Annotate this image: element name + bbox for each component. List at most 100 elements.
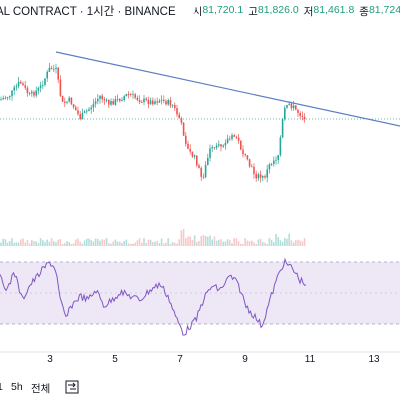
volume-bar <box>182 229 185 246</box>
candle-body <box>292 105 295 109</box>
volume-bar <box>152 241 154 246</box>
candle-body <box>191 151 194 157</box>
volume-bar <box>119 241 121 246</box>
volume-bar <box>235 238 238 246</box>
volume-bar <box>273 242 275 246</box>
candle-body <box>149 100 152 105</box>
range-1[interactable]: 1 <box>0 381 3 393</box>
volume-bar <box>165 242 167 246</box>
candle-body <box>237 137 240 141</box>
candle-body <box>174 104 176 109</box>
volume-bar <box>156 240 158 246</box>
volume-bar <box>132 243 134 246</box>
volume-bar <box>218 239 220 246</box>
candle-body <box>17 81 20 87</box>
volume-bar <box>57 239 59 246</box>
volume-bar <box>44 241 46 246</box>
candle-body <box>79 114 81 120</box>
candle-body <box>244 154 246 156</box>
volume-bar <box>145 243 147 246</box>
compare-icon[interactable] <box>65 380 79 394</box>
volume-bar <box>35 241 37 246</box>
x-axis: 3 5 7 9 11 13 <box>0 354 400 372</box>
candle-body <box>94 101 97 104</box>
candle-body <box>218 144 220 146</box>
volume-bar <box>101 239 103 246</box>
volume-bar <box>0 242 2 246</box>
volume-bar <box>277 237 279 246</box>
candle-body <box>46 71 48 79</box>
x-label: 9 <box>242 354 248 365</box>
volume-bar <box>158 243 161 246</box>
candle-body <box>123 96 125 100</box>
volume-bar <box>303 238 306 246</box>
candle-body <box>202 176 205 178</box>
candle-body <box>147 99 150 105</box>
volume-bar <box>42 240 44 246</box>
volume-bar <box>215 240 218 246</box>
candle-body <box>145 98 147 100</box>
trendline[interactable] <box>55 51 400 127</box>
volume-bar <box>281 241 284 246</box>
candle-body <box>242 149 244 155</box>
volume-bar <box>193 235 196 246</box>
candle-body <box>13 87 15 91</box>
volume-bar <box>17 242 20 246</box>
volume-bar <box>31 240 33 246</box>
chart-canvas[interactable] <box>0 0 400 372</box>
candle-body <box>24 85 26 88</box>
volume-bar <box>180 230 183 246</box>
volume-bar <box>48 241 51 246</box>
high-value: 81,826.0 <box>257 3 299 16</box>
candle-body <box>262 176 264 178</box>
volume-bar <box>125 239 128 246</box>
volume-bar <box>196 242 198 246</box>
volume-bar <box>253 242 255 246</box>
volume-bar <box>2 238 4 246</box>
candle-body <box>180 118 183 123</box>
symbol-title[interactable]: AL CONTRACT · 1시간 · BINANCE <box>0 6 176 18</box>
candle-body <box>66 101 68 103</box>
candle-body <box>251 166 253 168</box>
x-label: 13 <box>368 354 380 365</box>
volume-bar <box>88 238 90 246</box>
x-label: 5 <box>112 354 118 365</box>
volume-bar <box>83 240 86 246</box>
candle-body <box>22 83 24 86</box>
volume-bar <box>244 238 246 246</box>
volume-bar <box>167 238 169 246</box>
candle-body <box>130 94 132 95</box>
candle-body <box>132 94 134 96</box>
candle-body <box>0 99 2 101</box>
candle-body <box>77 110 79 115</box>
candle-body <box>248 159 251 167</box>
volume-bar <box>288 233 290 246</box>
candle-body <box>213 147 216 148</box>
volume-bar <box>191 240 194 246</box>
candle-body <box>70 97 73 105</box>
volume-bar <box>77 238 79 246</box>
volume-bar <box>251 240 253 246</box>
volume-bar <box>270 239 273 246</box>
volume-bar <box>292 242 295 246</box>
candle-body <box>50 67 53 70</box>
volume-bar <box>4 239 7 246</box>
volume-bar <box>68 242 70 246</box>
candle-body <box>220 144 222 147</box>
volume-bar <box>284 237 286 246</box>
open-value: 81,720.1 <box>202 3 244 16</box>
candle-body <box>37 87 40 91</box>
range-5h[interactable]: 5h <box>11 381 23 393</box>
candle-body <box>224 143 227 146</box>
volume-bar <box>92 241 95 246</box>
candle-body <box>196 155 198 166</box>
candle-body <box>143 98 145 103</box>
volume-bar <box>99 240 101 246</box>
candle-body <box>198 165 200 168</box>
candle-body <box>42 84 44 86</box>
range-all[interactable]: 전체 <box>31 383 51 395</box>
volume-bar <box>136 240 139 246</box>
candle-body <box>97 98 99 102</box>
open-label: 시 <box>192 5 203 18</box>
volume-bar <box>13 242 15 246</box>
